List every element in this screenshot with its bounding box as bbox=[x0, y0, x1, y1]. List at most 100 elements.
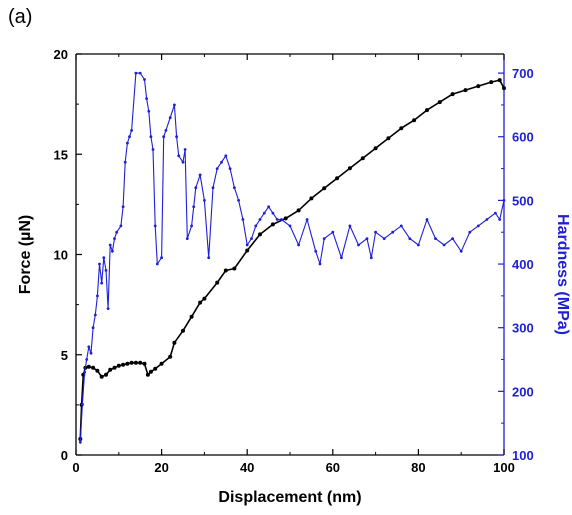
data-point bbox=[322, 237, 326, 241]
hardness-series bbox=[78, 71, 506, 444]
data-point bbox=[130, 129, 134, 132]
data-point bbox=[451, 237, 454, 241]
data-point bbox=[412, 118, 417, 123]
data-point bbox=[194, 186, 198, 190]
data-point bbox=[463, 88, 468, 93]
data-point bbox=[160, 256, 164, 260]
data-point bbox=[108, 243, 112, 247]
data-point bbox=[425, 108, 429, 113]
data-point bbox=[224, 154, 228, 158]
data-point bbox=[331, 230, 335, 234]
data-point bbox=[232, 266, 237, 271]
data-point bbox=[175, 135, 179, 139]
data-point bbox=[258, 218, 262, 221]
y-tick-label: 10 bbox=[54, 248, 68, 263]
data-point bbox=[502, 86, 506, 91]
data-point bbox=[181, 160, 185, 164]
data-point bbox=[223, 268, 228, 273]
data-point bbox=[425, 218, 429, 221]
x-tick-label: 20 bbox=[154, 460, 168, 475]
y2-axis-title: Hardness (MPa) bbox=[554, 214, 571, 335]
data-point bbox=[386, 136, 391, 141]
data-point bbox=[374, 230, 377, 234]
data-point bbox=[78, 440, 82, 444]
y2-tick-label: 600 bbox=[512, 130, 534, 145]
data-point bbox=[271, 211, 275, 215]
y-axis-left: 0 5 10 15 20 bbox=[54, 47, 82, 463]
y-tick-label: 15 bbox=[54, 147, 68, 162]
panel-label: (a) bbox=[8, 6, 33, 28]
data-point bbox=[215, 167, 219, 171]
y-tick-label: 5 bbox=[61, 348, 68, 363]
data-point bbox=[476, 224, 480, 228]
data-point bbox=[347, 166, 352, 171]
x-tick-label: 0 bbox=[72, 460, 79, 475]
data-point bbox=[145, 372, 150, 377]
series-line bbox=[79, 79, 505, 440]
data-point bbox=[494, 211, 497, 215]
x-tick-label: 60 bbox=[326, 460, 340, 475]
data-point bbox=[83, 370, 86, 374]
data-point bbox=[309, 196, 314, 201]
data-point bbox=[502, 199, 506, 202]
data-point bbox=[476, 84, 481, 89]
y2-tick-label: 200 bbox=[512, 384, 534, 399]
data-point bbox=[198, 300, 203, 305]
series-layer bbox=[78, 71, 506, 444]
data-point bbox=[155, 262, 159, 266]
data-point bbox=[108, 367, 113, 372]
y-tick-label: 0 bbox=[61, 448, 68, 463]
data-point bbox=[270, 222, 275, 227]
data-point bbox=[149, 135, 153, 139]
data-point bbox=[113, 237, 116, 241]
data-point bbox=[145, 97, 149, 100]
data-point bbox=[100, 281, 104, 285]
data-point bbox=[489, 80, 494, 85]
data-point bbox=[173, 103, 176, 107]
data-point bbox=[153, 224, 157, 228]
y2-tick-label: 500 bbox=[512, 193, 534, 208]
data-point bbox=[365, 237, 369, 241]
data-point bbox=[241, 218, 245, 221]
data-point bbox=[85, 358, 89, 361]
data-point bbox=[322, 186, 327, 191]
data-point bbox=[91, 365, 96, 370]
x-axis-title: Displacement (nm) bbox=[218, 489, 361, 506]
data-point bbox=[275, 218, 279, 221]
data-point bbox=[250, 237, 253, 241]
data-point bbox=[262, 211, 266, 215]
data-point bbox=[245, 248, 250, 253]
data-point bbox=[138, 360, 143, 365]
data-point bbox=[106, 307, 110, 310]
data-point bbox=[202, 296, 207, 301]
data-point bbox=[128, 135, 131, 139]
data-point bbox=[305, 218, 309, 221]
data-point bbox=[134, 71, 138, 75]
data-point bbox=[190, 224, 194, 228]
data-point bbox=[498, 218, 502, 221]
data-point bbox=[215, 280, 220, 285]
data-point bbox=[172, 340, 177, 345]
data-point bbox=[148, 369, 153, 374]
data-point bbox=[168, 116, 172, 120]
data-point bbox=[220, 160, 223, 164]
data-point bbox=[314, 249, 318, 253]
data-point bbox=[318, 262, 322, 266]
data-point bbox=[111, 249, 114, 253]
data-point bbox=[104, 269, 108, 272]
data-point bbox=[211, 186, 215, 190]
y2-tick-label: 400 bbox=[512, 257, 534, 272]
data-point bbox=[177, 154, 181, 158]
data-point bbox=[162, 135, 166, 139]
data-point bbox=[159, 361, 164, 366]
data-point bbox=[189, 314, 194, 319]
data-point bbox=[104, 372, 108, 377]
data-point bbox=[245, 243, 249, 247]
y2-tick-label: 700 bbox=[512, 66, 534, 81]
data-point bbox=[357, 243, 360, 247]
data-point bbox=[417, 243, 420, 247]
data-point bbox=[192, 205, 196, 209]
data-point bbox=[437, 100, 442, 105]
data-point bbox=[434, 237, 437, 241]
